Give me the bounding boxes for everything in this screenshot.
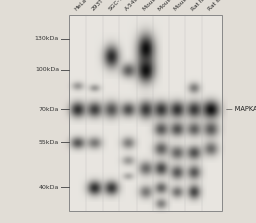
Text: 55kDa: 55kDa: [39, 140, 59, 145]
Text: Mouse kidney: Mouse kidney: [157, 0, 190, 12]
Text: Rat skeletal muscle: Rat skeletal muscle: [207, 0, 251, 12]
Bar: [69, 15, 222, 211]
Text: 70kDa: 70kDa: [39, 107, 59, 112]
Text: Mouse testis: Mouse testis: [142, 0, 172, 12]
Text: Mouse liver: Mouse liver: [173, 0, 201, 12]
Text: 130kDa: 130kDa: [35, 36, 59, 41]
Text: SGC-7901: SGC-7901: [108, 0, 132, 12]
Text: Rat lung: Rat lung: [190, 0, 211, 12]
Text: 40kDa: 40kDa: [39, 185, 59, 190]
Text: HeLa: HeLa: [74, 0, 88, 12]
Text: 293T: 293T: [91, 0, 105, 12]
Text: A-549: A-549: [124, 0, 140, 12]
Text: 100kDa: 100kDa: [35, 67, 59, 72]
Text: — MAPKAP1: — MAPKAP1: [226, 106, 256, 112]
